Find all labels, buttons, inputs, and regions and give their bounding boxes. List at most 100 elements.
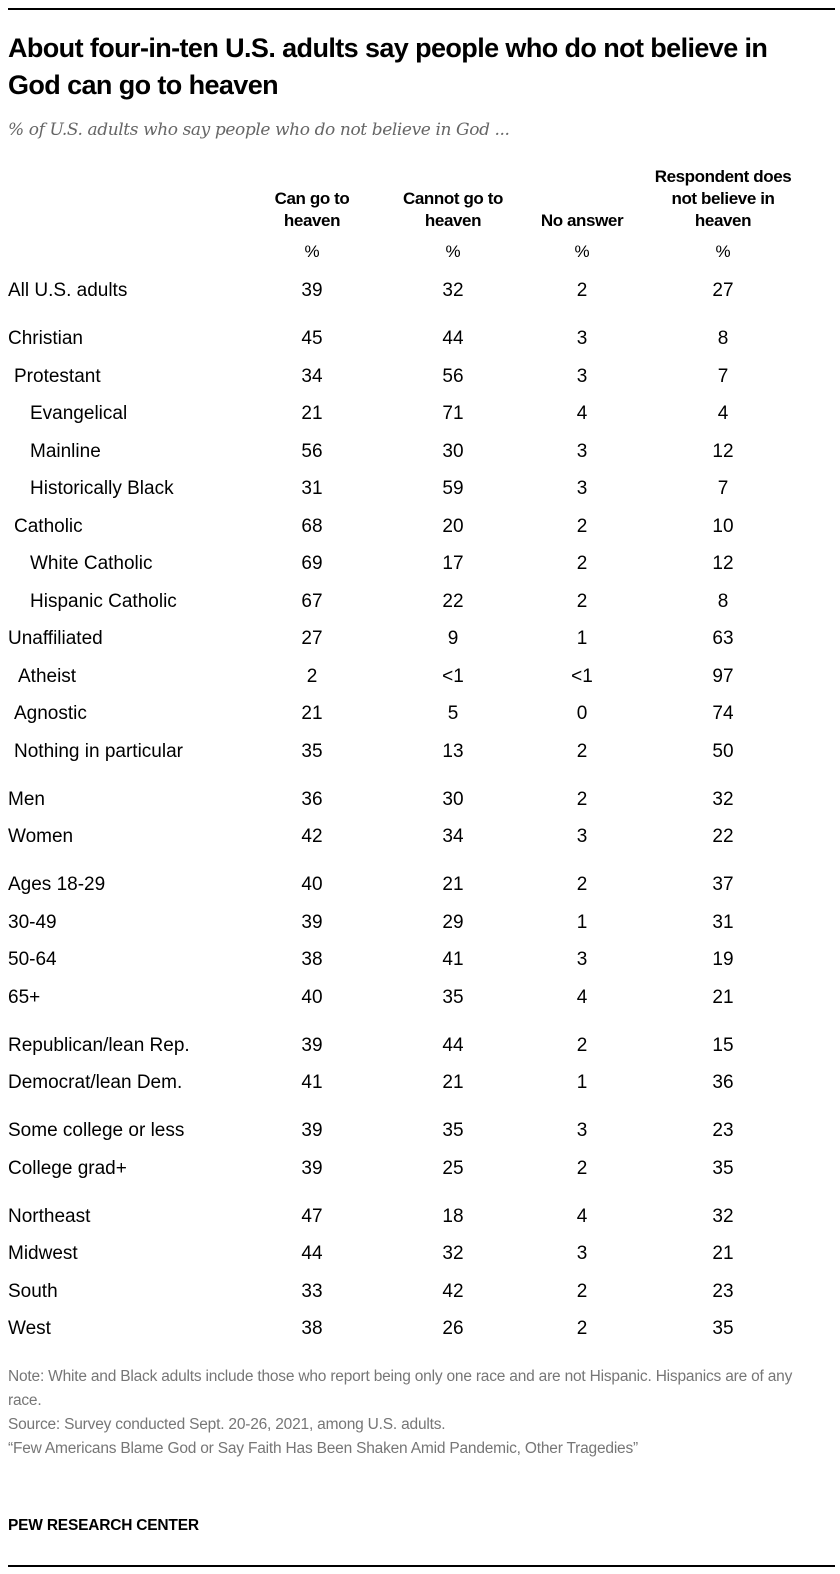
column-header-label: Can go to heaven <box>274 189 350 230</box>
cell-value: 39 <box>301 1157 323 1179</box>
row-label: Ages 18-29 <box>8 874 106 895</box>
cell-value: 2 <box>306 665 318 687</box>
cell-value: 10 <box>712 515 734 537</box>
table-row: Protestant 34 56 3 7 <box>0 358 840 396</box>
cell-value: 21 <box>442 874 464 895</box>
report-title: “Few Americans Blame God or Say Faith Ha… <box>8 1440 638 1457</box>
cell-value: 21 <box>712 1243 734 1264</box>
table-row: Catholic 68 20 2 10 <box>0 508 840 546</box>
cell-value: 8 <box>717 590 729 612</box>
cell-value: 2 <box>576 515 588 537</box>
cell-value: 2 <box>576 740 588 762</box>
table-row: College grad+ 39 25 2 35 <box>0 1150 840 1188</box>
cell-value: 27 <box>712 280 734 301</box>
cell-value: 63 <box>712 628 734 649</box>
row-label: Mainline <box>30 440 101 462</box>
table-row: Unaffiliated 27 9 1 63 <box>0 620 840 658</box>
cell-value: 32 <box>712 788 734 810</box>
cell-value: 30 <box>442 788 464 810</box>
cell-value: 32 <box>712 1205 734 1227</box>
row-label: Midwest <box>8 1243 78 1264</box>
cell-value: 41 <box>442 949 464 970</box>
cell-value: 2 <box>576 788 588 810</box>
cell-value: 45 <box>301 328 323 349</box>
cell-value: 32 <box>442 280 464 301</box>
cell-value: 44 <box>301 1243 323 1264</box>
cell-value: 20 <box>442 515 464 537</box>
row-label: Nothing in particular <box>14 740 183 762</box>
cell-value: 12 <box>712 553 734 574</box>
column-header-cannot-go: Cannot go to heaven <box>378 160 528 232</box>
cell-value: 3 <box>576 1120 588 1141</box>
cell-value: 15 <box>712 1034 734 1056</box>
cell-value: 31 <box>301 478 323 499</box>
note-text: Note: White and Black adults include tho… <box>8 1368 793 1409</box>
cell-value: 18 <box>442 1205 464 1227</box>
row-label: Women <box>8 826 74 847</box>
table-row: West 38 26 2 35 <box>0 1310 840 1348</box>
cell-value: 35 <box>442 1120 464 1141</box>
cell-value: 29 <box>442 911 464 933</box>
row-label: College grad+ <box>8 1157 127 1179</box>
cell-value: 9 <box>447 628 459 649</box>
table-row: Democrat/lean Dem. 41 21 1 36 <box>0 1064 840 1102</box>
cell-value: 44 <box>442 328 464 349</box>
cell-value: 34 <box>301 365 323 387</box>
table-row: Evangelical 21 71 4 4 <box>0 395 840 433</box>
cell-value: 33 <box>301 1280 323 1302</box>
cell-value: 36 <box>712 1072 734 1093</box>
cell-value: 35 <box>442 986 464 1008</box>
table-row: Hispanic Catholic 67 22 2 8 <box>0 583 840 621</box>
cell-value: 35 <box>301 740 323 762</box>
table-row: White Catholic 69 17 2 12 <box>0 545 840 583</box>
cell-value: 3 <box>576 1243 588 1264</box>
cell-value: 47 <box>301 1205 323 1227</box>
cell-value: 40 <box>301 986 323 1008</box>
column-header-label: No answer <box>540 211 624 230</box>
cell-value: 2 <box>576 874 588 895</box>
cell-value: 12 <box>712 440 734 462</box>
cell-value: 50 <box>712 740 734 762</box>
cell-value: 42 <box>301 826 323 847</box>
cell-value: 8 <box>717 328 729 349</box>
row-label: Men <box>8 788 45 810</box>
cell-value: 31 <box>712 911 734 933</box>
cell-value: 39 <box>301 911 323 933</box>
cell-value: 38 <box>301 1318 323 1339</box>
row-label: Northeast <box>8 1205 91 1227</box>
cell-value: 3 <box>576 826 588 847</box>
top-rule <box>8 8 835 10</box>
row-label: Atheist <box>18 665 77 687</box>
unit-label: % <box>445 242 461 261</box>
cell-value: 38 <box>301 949 323 970</box>
table-row: Republican/lean Rep. 39 44 2 15 <box>0 1027 840 1065</box>
cell-value: 41 <box>301 1072 323 1093</box>
row-label: Unaffiliated <box>8 628 103 649</box>
cell-value: 5 <box>447 703 459 724</box>
cell-value: 7 <box>717 365 729 387</box>
cell-value: 23 <box>712 1120 734 1141</box>
chart-subtitle: % of U.S. adults who say people who do n… <box>8 120 510 140</box>
row-label: 65+ <box>8 986 41 1008</box>
table-row: 50-64 38 41 3 19 <box>0 941 840 979</box>
cell-value: 68 <box>301 515 323 537</box>
cell-value: 39 <box>301 280 323 301</box>
cell-value: 7 <box>717 478 729 499</box>
table-row: Women 42 34 3 22 <box>0 818 840 856</box>
cell-value: 4 <box>576 403 588 424</box>
bottom-rule <box>8 1565 835 1567</box>
table-row: Men 36 30 2 32 <box>0 781 840 819</box>
cell-value: 21 <box>442 1072 464 1093</box>
cell-value: 1 <box>576 628 588 649</box>
cell-value: 25 <box>442 1157 464 1179</box>
cell-value: 21 <box>712 986 734 1008</box>
cell-value: 30 <box>442 440 464 462</box>
table-body: All U.S. adults 39 32 2 27 Christian 45 44 3 8 Pro… <box>0 272 840 1348</box>
cell-value: 2 <box>576 590 588 612</box>
cell-value: <1 <box>442 665 464 687</box>
cell-value: 56 <box>442 365 464 387</box>
cell-value: 23 <box>712 1280 734 1302</box>
cell-value: 0 <box>576 703 588 724</box>
unit-label: % <box>715 242 731 261</box>
cell-value: 22 <box>712 826 734 847</box>
